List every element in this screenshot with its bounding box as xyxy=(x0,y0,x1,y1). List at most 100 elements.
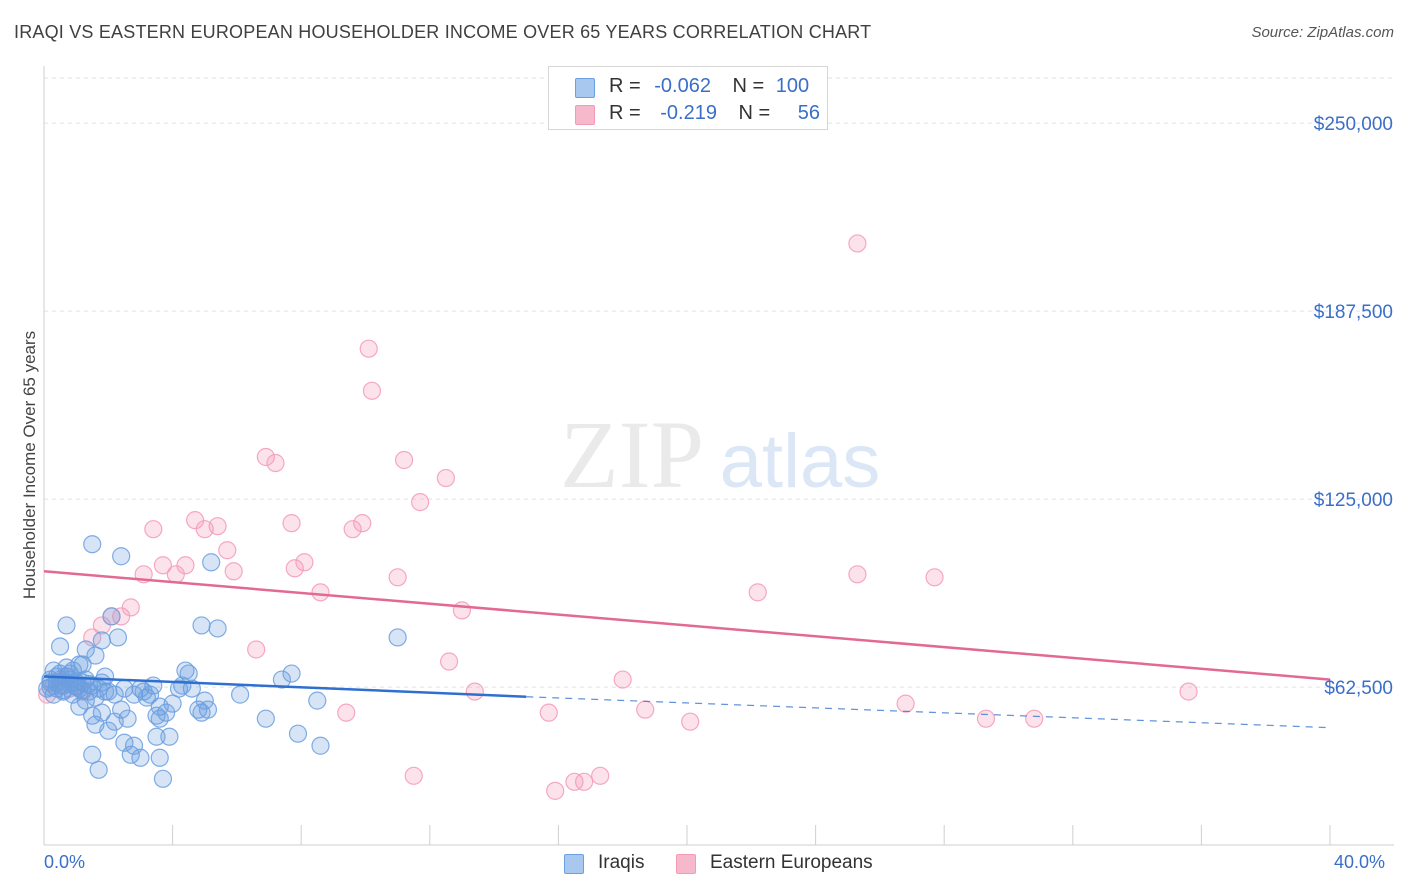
eastern-europeans-point xyxy=(613,670,632,689)
iraqis-point xyxy=(311,736,330,755)
iraqis-swatch xyxy=(575,78,595,98)
eastern-europeans-point xyxy=(388,568,407,587)
chart-title: IRAQI VS EASTERN EUROPEAN HOUSEHOLDER IN… xyxy=(14,22,872,42)
eastern-europeans-point xyxy=(591,766,610,785)
eastern-europeans-point xyxy=(247,640,266,659)
iraqis-point xyxy=(95,682,115,701)
eastern-europeans-point xyxy=(565,772,584,791)
iraqis-point xyxy=(256,709,275,728)
eastern-europeans-point xyxy=(362,381,382,400)
x-tick-min: 0.0% xyxy=(44,852,86,872)
r-label: R = xyxy=(609,102,641,124)
r-value-eastern: -0.219 xyxy=(660,102,717,124)
y-tick-label: $62,500 xyxy=(1324,678,1393,699)
y-tick-label: $187,500 xyxy=(1314,302,1393,323)
stats-legend: R = -0.062 N = 100 R = -0.219 N = 56 xyxy=(548,66,828,130)
eastern-europeans-point xyxy=(144,520,163,539)
eastern-europeans-point xyxy=(439,652,459,671)
iraqis-point xyxy=(150,709,169,728)
iraqis-point xyxy=(192,616,211,635)
iraqis-point xyxy=(147,706,166,725)
iraqis-point xyxy=(288,724,308,743)
iraqis-point xyxy=(272,670,292,689)
eastern-europeans-point xyxy=(394,450,414,470)
iraqis-point xyxy=(95,667,115,686)
n-label: N = xyxy=(738,102,771,124)
iraqis-points xyxy=(38,535,407,788)
iraqis-point xyxy=(99,721,118,740)
eastern-europeans-point xyxy=(436,468,455,488)
eastern-europeans-point xyxy=(153,556,173,575)
iraqis-point xyxy=(112,700,131,719)
eastern-europeans-point xyxy=(404,766,423,785)
eastern-europeans-point xyxy=(681,712,700,731)
eastern-europeans-point xyxy=(266,453,285,473)
y-tick-labels: $62,500 $125,000 $187,500 $250,000 xyxy=(1314,114,1393,699)
iraqis-point xyxy=(134,682,153,701)
iraqis-point xyxy=(282,664,301,683)
eastern-europeans-point xyxy=(452,601,472,620)
eastern-europeans-point xyxy=(353,514,372,533)
eastern-europeans-point xyxy=(343,520,362,539)
iraqis-point xyxy=(202,553,221,572)
x-tick-max: 40.0% xyxy=(1334,852,1386,872)
legend-label-iraqis: Iraqis xyxy=(598,852,645,873)
iraqis-point xyxy=(198,700,218,719)
eastern-europeans-point xyxy=(1179,682,1198,701)
iraqis-point xyxy=(160,727,179,746)
eastern-europeans-point xyxy=(465,682,484,701)
iraqis-point xyxy=(86,646,105,665)
iraqis-point xyxy=(115,679,134,698)
n-label: N = xyxy=(732,75,765,97)
eastern-europeans-point xyxy=(546,781,565,800)
eastern-europeans-point xyxy=(224,562,243,581)
axes xyxy=(43,66,1394,846)
iraqis-point xyxy=(73,655,92,674)
eastern-europeans-point xyxy=(121,598,140,617)
eastern-europeans-point xyxy=(295,553,314,572)
eastern-legend-swatch xyxy=(676,854,696,874)
iraqis-point xyxy=(176,661,195,680)
eastern-europeans-point xyxy=(359,339,378,358)
eastern-europeans-point xyxy=(748,583,767,602)
eastern-europeans-point xyxy=(176,556,195,575)
eastern-europeans-point xyxy=(896,694,915,713)
iraqis-point xyxy=(83,745,102,764)
iraqis-point xyxy=(50,637,70,656)
trend-lines xyxy=(43,570,1331,729)
iraqis-point xyxy=(102,607,121,626)
r-label: R = xyxy=(609,75,641,97)
iraqis-point xyxy=(92,631,111,650)
y-axis-label: Householder Income Over 65 years xyxy=(20,330,39,600)
iraqis-point xyxy=(118,709,137,728)
eastern-europeans-point xyxy=(282,514,301,533)
iraqis-point xyxy=(208,619,227,638)
n-value-iraqis: 100 xyxy=(775,75,810,97)
eastern-europeans-point xyxy=(411,493,430,512)
iraqis-point xyxy=(169,679,189,698)
watermark-atlas: atlas xyxy=(720,419,881,504)
iraqis-point xyxy=(89,760,108,779)
iraqis-point xyxy=(57,616,76,635)
iraqis-point xyxy=(83,535,102,554)
iraqis-point xyxy=(388,628,407,647)
r-value-iraqis: -0.062 xyxy=(654,75,711,97)
iraqis-point xyxy=(92,703,111,722)
watermark-zip: ZIP xyxy=(560,401,704,508)
eastern-europeans-point xyxy=(1025,709,1044,728)
eastern-europeans-point xyxy=(311,583,330,602)
y-tick-label: $250,000 xyxy=(1314,114,1393,135)
iraqis-point xyxy=(163,694,182,713)
eastern-europeans-point xyxy=(256,447,275,467)
eastern-europeans-point xyxy=(848,565,867,584)
iraqis-point xyxy=(112,547,131,566)
iraqis-point xyxy=(153,769,173,788)
eastern-europeans-point xyxy=(218,541,237,560)
iraqis-point xyxy=(147,727,166,746)
eastern-europeans-point xyxy=(848,234,867,253)
iraqis-point xyxy=(108,628,128,647)
iraqis-trend-extension xyxy=(526,696,1331,729)
iraqis-point xyxy=(76,640,95,659)
iraqis-legend-swatch xyxy=(564,854,584,874)
